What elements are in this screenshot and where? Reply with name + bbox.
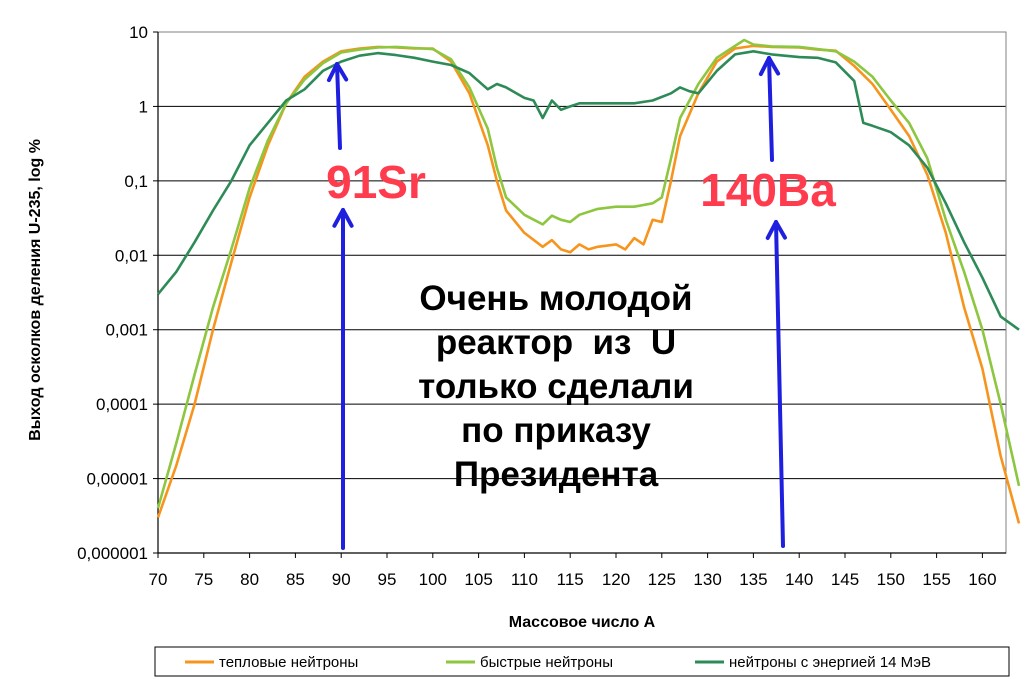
arrow-91sr-upper	[326, 62, 349, 150]
x-tick-label: 80	[240, 570, 259, 589]
series-group	[156, 38, 1021, 524]
series-line-14mev	[156, 49, 1020, 331]
x-tick-label: 155	[922, 570, 950, 589]
x-tick-label: 135	[739, 570, 767, 589]
x-tick-label: 110	[511, 570, 538, 589]
y-tick-label: 0,000001	[77, 544, 148, 563]
x-tick-label: 90	[332, 570, 351, 589]
note-line-4: по приказу	[461, 411, 651, 450]
legend-label-14mev: нейтроны с энергией 14 МэВ	[729, 654, 931, 671]
y-tick-label: 0,01	[115, 246, 148, 265]
x-tick-label: 85	[286, 570, 305, 589]
legend: тепловые нейтроны быстрые нейтроны нейтр…	[154, 646, 1010, 677]
x-tick-label: 95	[378, 570, 397, 589]
y-tick-label: 0,001	[105, 321, 148, 340]
note-block: Очень молодой реактор из U только сделал…	[418, 279, 694, 494]
x-tick-label: 125	[648, 570, 676, 589]
series-line-thermal	[156, 44, 1021, 524]
x-tick-label: 70	[149, 570, 168, 589]
x-tick-label: 130	[693, 570, 721, 589]
x-tick-label: 75	[194, 570, 213, 589]
note-line-1: Очень молодой	[419, 279, 692, 318]
y-axis-title: Выход осколков деления U-235, log %	[27, 139, 44, 441]
y-tick-label: 0,1	[124, 172, 148, 191]
x-tick-label: 145	[831, 570, 859, 589]
x-tick-label: 105	[464, 570, 492, 589]
y-tick-label: 0,00001	[87, 470, 148, 489]
annotation-arrows	[326, 56, 787, 550]
note-line-2: реактор из U	[436, 323, 676, 362]
x-tick-label: 140	[785, 570, 813, 589]
x-tick-label: 115	[557, 570, 584, 589]
y-tick-label: 10	[129, 23, 148, 42]
y-axis-ticks: 0,000001 0,00001 0,0001 0,001 0,01 0,1 1 10	[77, 23, 159, 563]
arrow-140ba-lower	[765, 220, 787, 548]
note-line-3: только сделали	[418, 367, 694, 406]
y-tick-label: 1	[139, 97, 148, 116]
x-tick-label: 100	[419, 570, 447, 589]
grid	[158, 105, 1006, 480]
legend-label-thermal: тепловые нейтроны	[219, 654, 358, 671]
legend-label-fast: быстрые нейтроны	[480, 654, 613, 671]
x-axis-ticks: 70 75 80 85 90 95 100 105 110 115 120 125 130 135 140 1…	[149, 552, 1006, 589]
note-line-5: Президента	[454, 455, 659, 494]
x-tick-label: 160	[968, 570, 996, 589]
arrow-140ba-upper	[758, 56, 781, 162]
y-tick-label: 0,0001	[96, 395, 148, 414]
label-91sr: 91Sr	[326, 156, 426, 208]
x-axis-title: Массовое число А	[509, 614, 656, 631]
legend-box	[154, 646, 1010, 677]
series-line-fast	[156, 38, 1021, 509]
arrow-91sr-lower	[332, 208, 354, 550]
x-tick-label: 120	[602, 570, 630, 589]
x-tick-label: 150	[877, 570, 905, 589]
label-140ba: 140Ba	[700, 164, 836, 216]
